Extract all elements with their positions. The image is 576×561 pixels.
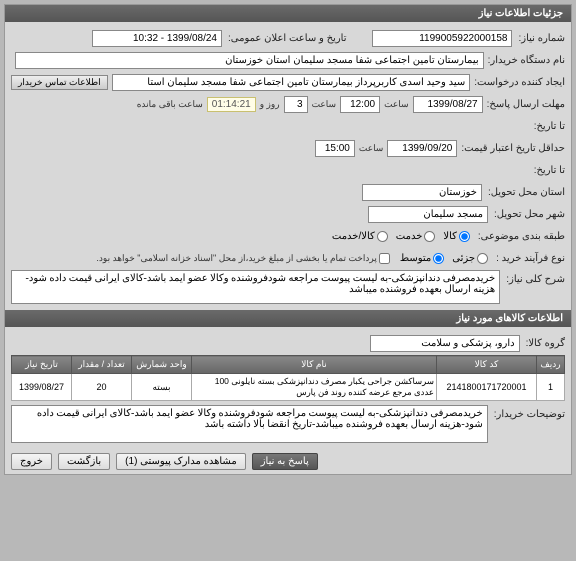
buyer-contact-button[interactable]: اطلاعات تماس خریدار xyxy=(11,75,108,90)
cell-code: 2141800171720001 xyxy=(437,374,537,401)
radio-goods-label: کالا xyxy=(443,231,457,242)
buyer-org-field: بیمارستان تامین اجتماعی شفا مسجد سلیمان … xyxy=(15,52,484,69)
buyer-note-field xyxy=(11,405,488,443)
cell-unit: بسته xyxy=(132,374,192,401)
items-section-header: اطلاعات کالاهای مورد نیاز xyxy=(5,310,571,327)
remaining-label: ساعت باقی مانده xyxy=(137,99,203,110)
creator-field: سید وحید اسدی کاربرپرداز بیمارستان تامین… xyxy=(112,74,471,91)
table-row[interactable]: 1 2141800171720001 سرساکشن جراحی یکبار م… xyxy=(12,374,565,401)
announce-label: تاریخ و ساعت اعلان عمومی: xyxy=(228,33,347,44)
cell-qty: 20 xyxy=(72,374,132,401)
desc-label: شرح کلی نیاز: xyxy=(506,274,565,285)
desc-field xyxy=(11,270,500,304)
col-qty: تعداد / مقدار xyxy=(72,356,132,374)
exit-button[interactable]: خروج xyxy=(11,453,52,470)
radio-goods[interactable]: کالا xyxy=(443,231,470,242)
cell-date: 1399/08/27 xyxy=(12,374,72,401)
buyer-org-label: نام دستگاه خریدار: xyxy=(488,55,565,66)
creator-label: ایجاد کننده درخواست: xyxy=(474,77,565,88)
col-unit: واحد شمارش xyxy=(132,356,192,374)
col-name: نام کالا xyxy=(192,356,437,374)
deadline-time: 12:00 xyxy=(340,96,380,113)
process-label: نوع فرآیند خرید : xyxy=(496,253,565,264)
subject-type-label: طبقه بندی موضوعی: xyxy=(478,231,565,242)
radio-service-label: خدمت xyxy=(396,231,423,242)
col-code: کد کالا xyxy=(437,356,537,374)
radio-mid[interactable]: متوسط xyxy=(400,253,444,264)
col-date: تاریخ نیاز xyxy=(12,356,72,374)
hour-label-1: ساعت xyxy=(384,99,409,110)
radio-mid-label: متوسط xyxy=(400,253,431,264)
delivery-state-field: خوزستان xyxy=(362,184,482,201)
cell-name: سرساکشن جراحی یکبار مصرف دندانپزشکی بسته… xyxy=(192,374,437,401)
items-content: گروه کالا: دارو، پزشکی و سلامت ردیف کد ک… xyxy=(5,327,571,449)
answer-button[interactable]: پاسخ به نیاز xyxy=(252,453,318,470)
back-button[interactable]: بازگشت xyxy=(58,453,110,470)
payment-checkbox[interactable]: پرداخت تمام یا بخشی از مبلغ خرید،از محل … xyxy=(96,253,389,264)
countdown-badge: 01:14:21 xyxy=(207,97,256,112)
group-label: گروه کالا: xyxy=(526,338,565,349)
hour-label-2: ساعت xyxy=(312,99,337,110)
deadline-date: 1399/08/27 xyxy=(413,96,483,113)
radio-low[interactable]: جزئی xyxy=(452,253,488,264)
table-header-row: ردیف کد کالا نام کالا واحد شمارش تعداد /… xyxy=(12,356,565,374)
delivery-city-label: شهر محل تحویل: xyxy=(494,209,565,220)
delivery-city-field: مسجد سلیمان xyxy=(368,206,488,223)
to-date-label: تا تاریخ: xyxy=(534,121,565,132)
group-field: دارو، پزشکی و سلامت xyxy=(370,335,520,352)
need-details-panel: جزئیات اطلاعات نیاز شماره نیاز: 11990059… xyxy=(4,4,572,475)
delivery-state-label: استان محل تحویل: xyxy=(488,187,565,198)
days-remaining: 3 xyxy=(284,96,308,113)
announce-field: 1399/08/24 - 10:32 xyxy=(92,30,222,47)
until-label: تا تاریخ: xyxy=(534,165,565,176)
hour-label-3: ساعت xyxy=(359,143,384,154)
main-section-header: جزئیات اطلاعات نیاز xyxy=(5,5,571,22)
items-table: ردیف کد کالا نام کالا واحد شمارش تعداد /… xyxy=(11,355,565,401)
days-and-label: روز و xyxy=(260,99,280,110)
footer-buttons: پاسخ به نیاز مشاهده مدارک پیوستی (1) باز… xyxy=(5,449,571,474)
price-valid-time: 15:00 xyxy=(315,140,355,157)
col-index: ردیف xyxy=(537,356,565,374)
attachments-button[interactable]: مشاهده مدارک پیوستی (1) xyxy=(116,453,246,470)
radio-both-label: کالا/خدمت xyxy=(332,231,375,242)
need-no-label: شماره نیاز: xyxy=(518,33,565,44)
radio-service[interactable]: خدمت xyxy=(396,231,436,242)
answer-deadline-label: مهلت ارسال پاسخ: xyxy=(487,99,565,110)
buyer-note-label: توضیحات خریدار: xyxy=(494,409,565,420)
price-valid-date: 1399/09/20 xyxy=(387,140,457,157)
price-valid-label: حداقل تاریخ اعتبار قیمت: xyxy=(461,143,565,154)
radio-low-label: جزئی xyxy=(452,253,475,264)
main-content: شماره نیاز: 1199005922000158 تاریخ و ساع… xyxy=(5,22,571,310)
need-no-field: 1199005922000158 xyxy=(372,30,512,47)
cell-index: 1 xyxy=(537,374,565,401)
radio-both[interactable]: کالا/خدمت xyxy=(332,231,388,242)
pay-note: پرداخت تمام یا بخشی از مبلغ خرید،از محل … xyxy=(96,253,376,264)
